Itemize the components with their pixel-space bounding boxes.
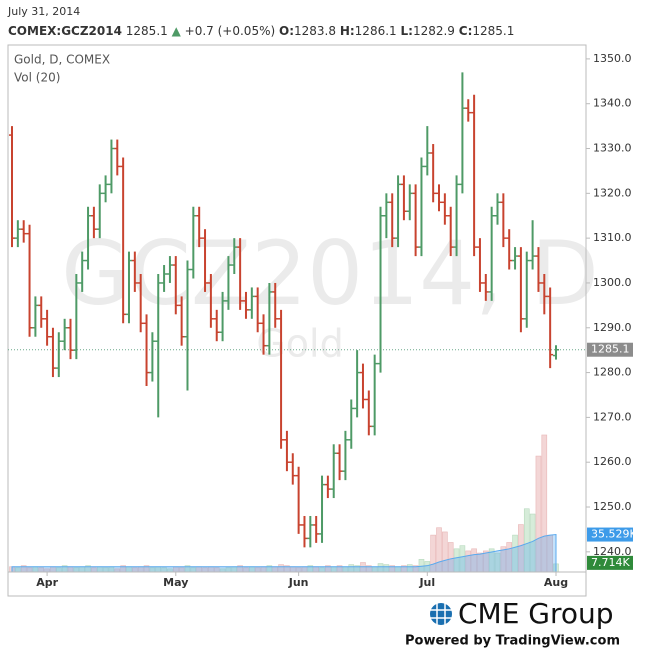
- volume-label-box: [587, 555, 633, 570]
- quote-item-label: L:: [401, 24, 413, 38]
- y-tick-label: 1320.0: [593, 186, 632, 199]
- footer-brand: CME Group: [458, 597, 614, 630]
- quote-item-label: H:: [340, 24, 355, 38]
- y-tick-label: 1270.0: [593, 410, 632, 423]
- plot-border: [7, 44, 587, 573]
- last-price-label: 1285.1: [591, 343, 630, 356]
- x-tick-label: Jun: [288, 576, 309, 589]
- watermark-name: Gold: [256, 322, 343, 366]
- quote-item-label: C:: [459, 24, 473, 38]
- vol-ma-area: [11, 534, 557, 573]
- quote-symbol: COMEX:GCZ2014: [8, 24, 122, 38]
- y-tick-label: 1310.0: [593, 231, 632, 244]
- plot-area: [7, 44, 587, 573]
- y-tick-label: 1300.0: [593, 276, 632, 289]
- legend-main: Gold, D, COMEX: [14, 53, 110, 67]
- last-price-label-box: [587, 342, 633, 357]
- quote-item-value: 1286.1: [355, 24, 397, 38]
- quote-item-value: 1285.1: [472, 24, 514, 38]
- quote-item-value: 1283.8: [294, 24, 336, 38]
- quote-arrow: ▲: [172, 24, 182, 38]
- y-tick-label: 1260.0: [593, 455, 632, 468]
- y-tick-label: 1340.0: [593, 97, 632, 110]
- x-tick-label: May: [163, 576, 188, 589]
- y-tick-label: 1330.0: [593, 142, 632, 155]
- y-tick-label: 1350.0: [593, 52, 632, 65]
- x-axis-box: [7, 571, 587, 597]
- y-tick-label: 1280.0: [593, 366, 632, 379]
- y-tick-label: 1240.0: [593, 545, 632, 558]
- vol-ma-label: 35.529K: [591, 528, 637, 541]
- footer-powered: Powered by TradingView.com: [405, 634, 620, 649]
- y-tick-label: 1290.0: [593, 321, 632, 334]
- quote-item-value: 1282.9: [413, 24, 455, 38]
- vol-ma-label-box: [587, 527, 633, 542]
- x-tick-label: Aug: [544, 576, 568, 589]
- legend-volume: Vol (20): [14, 71, 60, 85]
- x-tick-label: Jul: [418, 576, 435, 589]
- x-tick-label: Apr: [36, 576, 58, 589]
- quote-line: COMEX:GCZ2014 1285.1 ▲ +0.7 (+0.05%) O:1…: [8, 24, 514, 38]
- date: July 31, 2014: [7, 5, 80, 18]
- quote-change: +0.7 (+0.05%): [185, 24, 276, 38]
- watermark-symbol: GCZ2014, D: [61, 222, 599, 325]
- logo-globe: [430, 603, 452, 625]
- quote-last: 1285.1: [126, 24, 168, 38]
- volume-label: 7.714K: [591, 556, 630, 569]
- quote-item-label: O:: [279, 24, 294, 38]
- y-tick-label: 1250.0: [593, 500, 632, 513]
- cme-logo: [430, 603, 452, 625]
